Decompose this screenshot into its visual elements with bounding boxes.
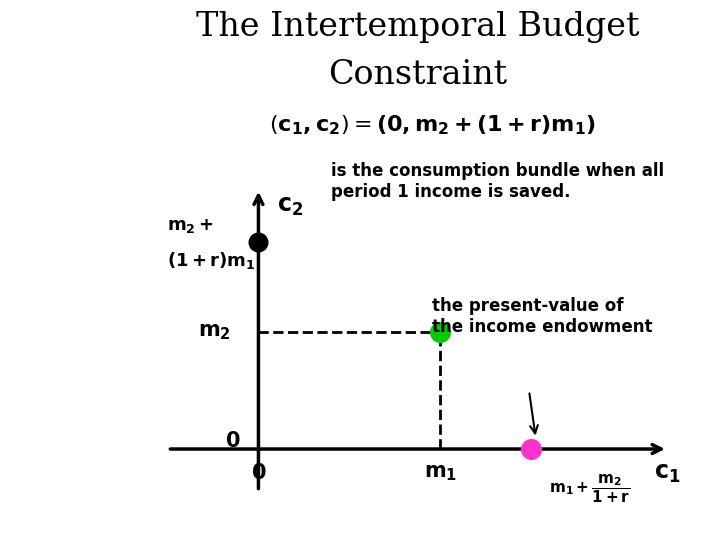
Text: $\mathbf{c_1}$: $\mathbf{c_1}$ <box>654 461 681 485</box>
Text: Constraint: Constraint <box>328 59 507 91</box>
Text: $\mathbf{c_2}$: $\mathbf{c_2}$ <box>276 194 303 218</box>
Text: $\mathbf{m_2 +}$: $\mathbf{m_2 +}$ <box>168 217 215 235</box>
Text: the present-value of
the income endowment: the present-value of the income endowmen… <box>432 297 652 336</box>
Text: $\mathbf{m_1+\dfrac{m_2}{1+r}}$: $\mathbf{m_1+\dfrac{m_2}{1+r}}$ <box>549 473 631 505</box>
Text: $\mathbf{0}$: $\mathbf{0}$ <box>225 431 240 451</box>
Text: $\mathbf{0}$: $\mathbf{0}$ <box>251 463 266 483</box>
Text: $(\mathbf{c_1,c_2}) = \mathbf{(0,m_2+(1+r)m_1)}$: $(\mathbf{c_1,c_2}) = \mathbf{(0,m_2+(1+… <box>269 113 595 137</box>
Point <box>526 445 537 454</box>
Text: $\mathbf{m_1}$: $\mathbf{m_1}$ <box>424 463 457 483</box>
Text: $\mathbf{m_2}$: $\mathbf{m_2}$ <box>198 322 231 342</box>
Text: The Intertemporal Budget: The Intertemporal Budget <box>196 11 639 43</box>
Point <box>253 238 264 246</box>
Text: is the consumption bundle when all
period 1 income is saved.: is the consumption bundle when all perio… <box>331 162 665 201</box>
Point <box>435 328 446 336</box>
Text: $\mathbf{(1+r)m_1}$: $\mathbf{(1+r)m_1}$ <box>168 250 256 271</box>
